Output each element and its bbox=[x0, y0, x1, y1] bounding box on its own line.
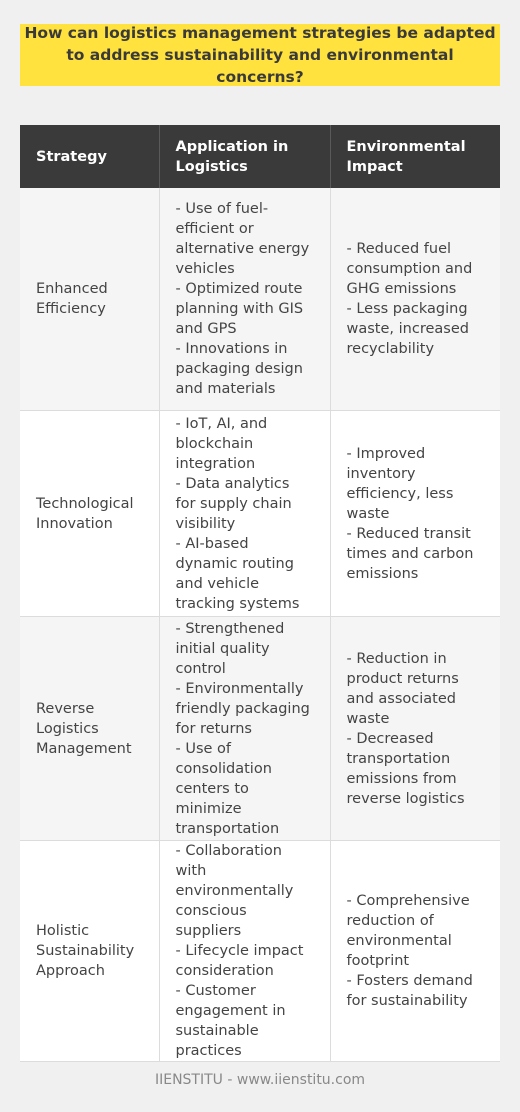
application-item: - Lifecycle impact consideration bbox=[175, 943, 304, 979]
column-header-application: Application in Logistics bbox=[159, 125, 331, 188]
table-row: Reverse Logistics Management - Strengthe… bbox=[20, 616, 500, 841]
application-cell: - Collaboration with environmentally con… bbox=[159, 840, 331, 1062]
application-item: - Customer engagement in sustainable pra… bbox=[175, 983, 286, 1059]
application-item: - Optimized route planning with GIS and … bbox=[175, 281, 304, 337]
impact-item: - Comprehensive reduction of environment… bbox=[346, 893, 470, 969]
table-header-row: Strategy Application in Logistics Enviro… bbox=[20, 125, 500, 188]
page-title-text: How can logistics management strategies … bbox=[24, 24, 496, 86]
impact-cell: - Reduction in product returns and assoc… bbox=[330, 616, 500, 841]
application-item: - Use of fuel-efficient or alternative e… bbox=[175, 201, 310, 277]
footer-credit: IIENSTITU - www.iienstitu.com bbox=[154, 1072, 366, 1088]
impact-item: - Reduced transit times and carbon emiss… bbox=[346, 525, 474, 582]
application-item: - Environmentally friendly packaging for… bbox=[175, 680, 310, 737]
application-item: - IoT, AI, and blockchain integration bbox=[175, 415, 268, 472]
impact-item: - Less packaging waste, increased recycl… bbox=[346, 301, 469, 357]
strategy-cell: Enhanced Efficiency bbox=[20, 188, 160, 411]
strategy-table: Strategy Application in Logistics Enviro… bbox=[20, 125, 500, 1062]
impact-cell: - Reduced fuel consumption and GHG emiss… bbox=[330, 188, 500, 411]
column-header-strategy: Strategy bbox=[20, 125, 160, 188]
application-cell: - Strengthened initial quality control -… bbox=[159, 616, 331, 841]
application-item: - AI-based dynamic routing and vehicle t… bbox=[175, 535, 300, 612]
table-row: Holistic Sustainability Approach - Colla… bbox=[20, 840, 500, 1062]
application-cell: - Use of fuel-efficient or alternative e… bbox=[159, 188, 331, 411]
impact-item: - Reduced fuel consumption and GHG emiss… bbox=[346, 241, 473, 297]
impact-item: - Fosters demand for sustainability bbox=[346, 973, 473, 1009]
table-row: Technological Innovation - IoT, AI, and … bbox=[20, 410, 500, 617]
column-header-impact: Environmental Impact bbox=[330, 125, 500, 188]
application-item: - Use of consolidation centers to minimi… bbox=[175, 740, 280, 837]
application-cell: - IoT, AI, and blockchain integration - … bbox=[159, 410, 331, 617]
impact-cell: - Comprehensive reduction of environment… bbox=[330, 840, 500, 1062]
impact-item: - Decreased transportation emissions fro… bbox=[346, 730, 465, 807]
table-row: Enhanced Efficiency - Use of fuel-effici… bbox=[20, 188, 500, 411]
strategy-cell: Holistic Sustainability Approach bbox=[20, 840, 160, 1062]
strategy-table-container: Strategy Application in Logistics Enviro… bbox=[20, 125, 500, 1062]
application-item: - Collaboration with environmentally con… bbox=[175, 843, 294, 939]
application-item: - Innovations in packaging design and ma… bbox=[175, 341, 303, 397]
strategy-cell: Technological Innovation bbox=[20, 410, 160, 617]
page-title: How can logistics management strategies … bbox=[20, 24, 500, 86]
impact-item: - Improved inventory efficiency, less wa… bbox=[346, 445, 454, 522]
impact-item: - Reduction in product returns and assoc… bbox=[346, 650, 459, 727]
table-body: Enhanced Efficiency - Use of fuel-effici… bbox=[20, 188, 500, 1062]
application-item: - Data analytics for supply chain visibi… bbox=[175, 475, 292, 532]
application-item: - Strengthened initial quality control bbox=[175, 620, 285, 677]
table-header: Strategy Application in Logistics Enviro… bbox=[20, 125, 500, 188]
impact-cell: - Improved inventory efficiency, less wa… bbox=[330, 410, 500, 617]
strategy-cell: Reverse Logistics Management bbox=[20, 616, 160, 841]
